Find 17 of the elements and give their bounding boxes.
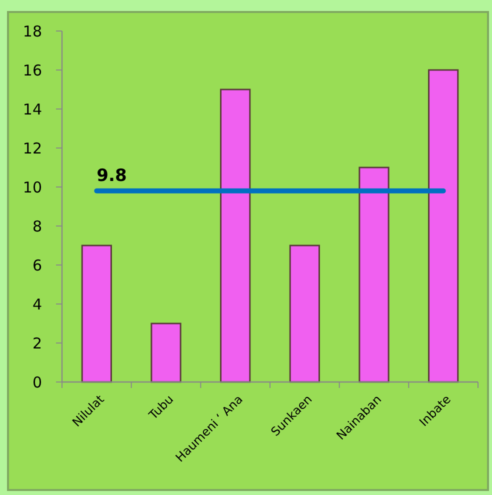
bar [428,69,459,383]
y-tick-label: 8 [32,217,42,236]
bar [81,244,112,383]
y-tick-label: 4 [32,295,42,314]
ref-line-label: 9.8 [96,166,127,186]
y-tick-label: 0 [32,373,42,392]
y-tick-label: 16 [22,61,42,80]
bar [358,166,390,383]
bar [150,322,182,383]
y-tick-label: 2 [32,334,42,352]
y-tick-label: 6 [32,256,42,274]
y-tick-label: 18 [22,22,42,40]
bar [289,244,320,383]
y-tick-label: 12 [22,139,42,158]
y-tick-label: 10 [22,178,42,196]
y-tick-label: 14 [22,100,42,118]
bar [220,88,251,383]
